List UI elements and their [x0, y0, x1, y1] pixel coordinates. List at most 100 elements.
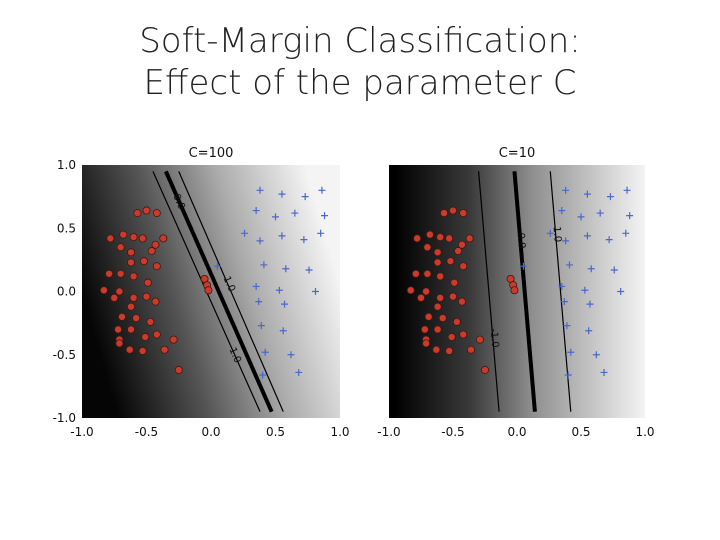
- data-point-plus: [583, 232, 591, 240]
- data-point-circle: [114, 325, 123, 334]
- data-point-circle: [138, 234, 147, 243]
- data-point-plus: [519, 262, 527, 270]
- data-point-plus: [256, 237, 264, 245]
- data-point-circle: [466, 345, 475, 354]
- data-point-plus: [564, 371, 572, 379]
- data-point-plus: [279, 327, 287, 335]
- data-point-circle: [160, 345, 169, 354]
- data-point-plus: [241, 229, 249, 237]
- data-point-circle: [475, 335, 484, 344]
- data-point-circle: [141, 333, 150, 342]
- contour-line-plus-margin: [178, 171, 284, 412]
- contour-label: -1.0: [488, 328, 501, 348]
- data-point-circle: [204, 286, 213, 295]
- data-point-circle: [413, 234, 422, 243]
- data-point-circle: [445, 234, 454, 243]
- data-point-circle: [115, 339, 124, 348]
- data-point-circle: [151, 297, 160, 306]
- data-point-plus: [581, 286, 589, 294]
- data-point-circle: [152, 209, 161, 218]
- data-point-circle: [445, 346, 454, 355]
- data-point-circle: [424, 312, 433, 321]
- plot-c10: C=10 0.0 1.0 -1.0 -1.0 -0.5 0.0 0.5 1.0: [377, 146, 654, 439]
- x-tick-label: 1.0: [635, 425, 654, 439]
- data-point-circle: [119, 230, 128, 239]
- data-point-circle: [448, 206, 457, 215]
- x-tick-label: 0.5: [571, 425, 590, 439]
- data-point-circle: [448, 292, 457, 301]
- x-tick-label: 0.5: [266, 425, 285, 439]
- y-tick-label: 1.0: [57, 158, 76, 172]
- x-tick-label: -0.5: [441, 425, 464, 439]
- data-point-plus: [558, 282, 566, 290]
- slide-title-line-1: Soft-Margin Classification:: [139, 21, 581, 61]
- contour-label: 0.0: [515, 232, 527, 249]
- data-point-circle: [125, 345, 134, 354]
- data-point-circle: [420, 325, 429, 334]
- data-point-circle: [129, 233, 138, 242]
- data-point-plus: [300, 236, 308, 244]
- data-point-plus: [577, 213, 585, 221]
- data-point-plus: [281, 300, 289, 308]
- data-point-circle: [143, 278, 152, 287]
- y-tick-label: -1.0: [53, 411, 76, 425]
- data-point-circle: [129, 293, 138, 302]
- data-point-plus: [282, 265, 290, 273]
- data-point-circle: [152, 330, 161, 339]
- data-point-plus: [305, 266, 313, 274]
- data-point-circle: [110, 293, 119, 302]
- data-point-circle: [116, 243, 125, 252]
- data-point-plus: [259, 371, 267, 379]
- data-point-circle: [133, 209, 142, 218]
- data-point-circle: [422, 287, 431, 296]
- data-point-circle: [438, 314, 447, 323]
- data-point-plus: [546, 229, 554, 237]
- data-point-plus: [261, 348, 269, 356]
- data-point-circle: [127, 258, 136, 267]
- data-point-plus: [617, 288, 625, 295]
- data-point-circle: [416, 293, 425, 302]
- data-point-circle: [459, 209, 468, 218]
- data-point-circle: [159, 234, 168, 243]
- data-point-circle: [465, 234, 474, 243]
- x-tick-label: 0.0: [507, 425, 526, 439]
- data-point-plus: [558, 207, 566, 215]
- data-point-circle: [423, 243, 432, 252]
- data-point-circle: [99, 286, 108, 295]
- x-tick-label: -0.5: [135, 425, 158, 439]
- y-tick-label: 0.0: [57, 285, 76, 299]
- data-point-plus: [562, 237, 570, 245]
- data-point-circle: [510, 286, 519, 295]
- data-point-plus: [567, 348, 575, 356]
- data-point-plus: [256, 186, 264, 194]
- data-point-circle: [436, 272, 445, 281]
- data-point-circle: [116, 269, 125, 278]
- data-point-circle: [105, 269, 114, 278]
- data-point-plus: [318, 186, 326, 194]
- data-point-circle: [127, 248, 136, 257]
- data-point-plus: [606, 193, 614, 201]
- data-point-circle: [450, 278, 459, 287]
- contour-label: 1.0: [550, 226, 562, 243]
- contour-line-minus-margin: [478, 171, 500, 412]
- data-point-plus: [213, 262, 221, 270]
- data-point-plus: [295, 368, 303, 376]
- data-point-plus: [252, 207, 260, 215]
- data-point-circle: [139, 257, 148, 266]
- data-point-circle: [433, 325, 442, 334]
- data-point-circle: [423, 269, 432, 278]
- data-point-circle: [142, 206, 151, 215]
- contour-line-boundary: [512, 171, 537, 412]
- data-point-plus: [311, 288, 319, 295]
- data-point-plus: [587, 265, 595, 273]
- data-point-plus: [623, 186, 631, 194]
- data-point-circle: [425, 230, 434, 239]
- data-point-circle: [433, 258, 442, 267]
- data-point-circle: [447, 333, 456, 342]
- data-point-plus: [317, 229, 325, 237]
- data-point-circle: [411, 269, 420, 278]
- slide-title-line-2: Effect of the parameter C: [143, 63, 577, 103]
- data-point-plus: [563, 322, 571, 330]
- y-tick-label: 0.5: [57, 221, 76, 235]
